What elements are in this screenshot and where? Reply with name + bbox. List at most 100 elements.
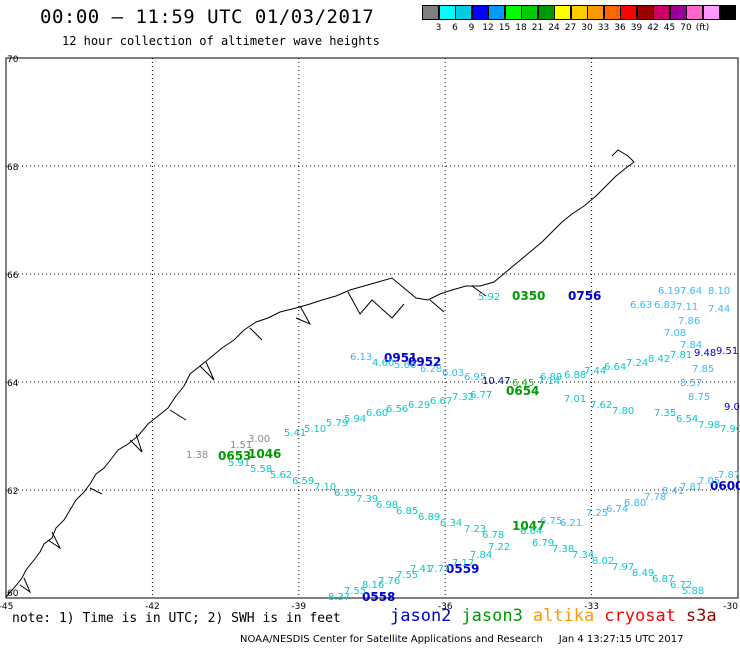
legend-label: 3 (435, 23, 442, 33)
wave-height-value: 7.11 (676, 302, 698, 313)
pass-time-label: 0952 (408, 355, 441, 369)
wave-height-value: 9.0 (724, 402, 740, 413)
wave-height-value: 7.62 (590, 400, 612, 411)
pass-time-label: 0653 (218, 449, 251, 463)
wave-height-value: 3.00 (248, 434, 270, 445)
wave-height-value: 6.29 (408, 400, 430, 411)
wave-height-value: 6.79 (532, 538, 554, 549)
wave-height-value: 7.39 (356, 494, 378, 505)
wave-height-value: 5.58 (250, 464, 272, 475)
wave-height-value: 7.34 (572, 550, 594, 561)
wave-height-value: 7.98 (698, 420, 720, 431)
wave-height-value: 8.41 (662, 486, 684, 497)
pass-time-label: 0600 (710, 479, 740, 493)
wave-height-value: 9.51 (716, 346, 738, 357)
legend-swatch (719, 5, 736, 20)
wave-height-value: 6.98 (376, 500, 398, 511)
wave-height-value: 6.39 (334, 488, 356, 499)
satellite-legend-item: s3a (685, 606, 717, 626)
wave-height-value: 7.05 (698, 476, 720, 487)
wave-height-value: 6.63 (630, 300, 652, 311)
wave-height-value: 6.03 (442, 368, 464, 379)
credit-line: NOAA/NESDIS Center for Satellite Applica… (240, 634, 683, 645)
legend-label: 21 (531, 23, 544, 33)
wave-height-value: 7.38 (552, 544, 574, 555)
wave-height-value: 10.47 (482, 376, 511, 387)
chart-subtitle: 12 hour collection of altimeter wave hei… (62, 34, 380, 48)
legend-label: 45 (663, 23, 676, 33)
wave-height-value: 7.64 (680, 286, 702, 297)
satellite-legend-item: cryosat (604, 606, 676, 626)
wave-height-value: 6.95 (464, 372, 486, 383)
wave-height-value: 6.87 (652, 574, 674, 585)
wave-height-value: 7.84 (680, 340, 702, 351)
lat-label: 68 (7, 163, 19, 173)
wave-height-value: 6.64 (604, 362, 626, 373)
wave-height-value: 8.75 (688, 392, 710, 403)
wave-height-value: 7.08 (664, 328, 686, 339)
footnote: note: 1) Time is in UTC; 2) SWH is in fe… (12, 611, 341, 626)
legend-label: 36 (614, 23, 626, 33)
wave-height-value: 6.88 (564, 370, 586, 381)
lon-label: -36 (438, 602, 453, 612)
wave-height-value: 7.76 (378, 576, 400, 587)
wave-height-value: 5.92 (478, 292, 500, 303)
wave-height-value: 8.37 (328, 592, 350, 603)
wave-height-value: 6.13 (350, 352, 372, 363)
pass-time-label: 1047 (512, 519, 545, 533)
lat-label: 60 (7, 589, 19, 599)
pass-time-label: 0559 (446, 562, 479, 576)
wave-height-value: 6.78 (482, 530, 504, 541)
wave-height-value: 7.86 (678, 316, 700, 327)
legend-label: (ft) (695, 23, 710, 33)
wave-height-value: 8.10 (708, 286, 730, 297)
wave-height-value: 7.22 (488, 542, 510, 553)
satellite-legend-item: jason3 (461, 606, 523, 626)
wave-height-value: 5.62 (270, 470, 292, 481)
lon-label: -30 (723, 602, 738, 612)
wave-height-value: 8.57 (680, 378, 702, 389)
legend-label: 18 (515, 23, 527, 33)
wave-height-value: 1.38 (186, 450, 208, 461)
wave-height-value: 7.55 (344, 586, 366, 597)
legend-label: 15 (498, 23, 511, 33)
wave-height-value: 7.17 (452, 558, 474, 569)
wave-height-value: 6.77 (470, 390, 492, 401)
wave-height-value: 7.85 (692, 364, 714, 375)
wave-height-value: 7.55 (396, 570, 418, 581)
pass-time-label: 0654 (506, 384, 539, 398)
legend-label: 12 (482, 23, 494, 33)
legend-label: 33 (597, 23, 610, 33)
lon-label: -39 (291, 602, 306, 612)
wave-height-value: 7.84 (470, 550, 492, 561)
wave-height-value: 6.75 (540, 516, 562, 527)
coastline (5, 149, 635, 598)
wave-height-value: 8.02 (592, 556, 614, 567)
legend-label: 27 (564, 23, 577, 33)
wave-height-value: 4.60 (372, 358, 394, 369)
wave-height-value: 6.59 (292, 476, 314, 487)
pass-time-label: 0756 (568, 289, 601, 303)
wave-height-value: 7.77 (428, 564, 450, 575)
wave-height-value: 7.81 (670, 350, 692, 361)
wave-height-value: 6.34 (440, 518, 462, 529)
wave-height-value: 7.97 (612, 562, 634, 573)
lat-label: 62 (7, 487, 18, 497)
legend-label: 30 (581, 23, 593, 33)
legend-label: 42 (647, 23, 659, 33)
wave-height-value: 6.45 (512, 378, 534, 389)
wave-height-value: 8.12 (0, 0, 22, 3)
timestamp: Jan 4 13:27:15 UTC 2017 (558, 634, 684, 645)
wave-height-value: 7.23 (464, 524, 486, 535)
wave-height-value: 6.83 (654, 300, 676, 311)
pass-time-label: 0558 (362, 590, 395, 604)
map-frame (5, 57, 739, 599)
wave-height-value: 7.78 (644, 492, 666, 503)
wave-height-value: 6.80 (624, 498, 646, 509)
wave-height-value: 5.41 (284, 428, 306, 439)
lon-label: -33 (584, 602, 599, 612)
wave-height-value: 7.41 (410, 564, 432, 575)
wave-height-value: 6.56 (386, 404, 408, 415)
wave-height-value: 6.72 (670, 580, 692, 591)
